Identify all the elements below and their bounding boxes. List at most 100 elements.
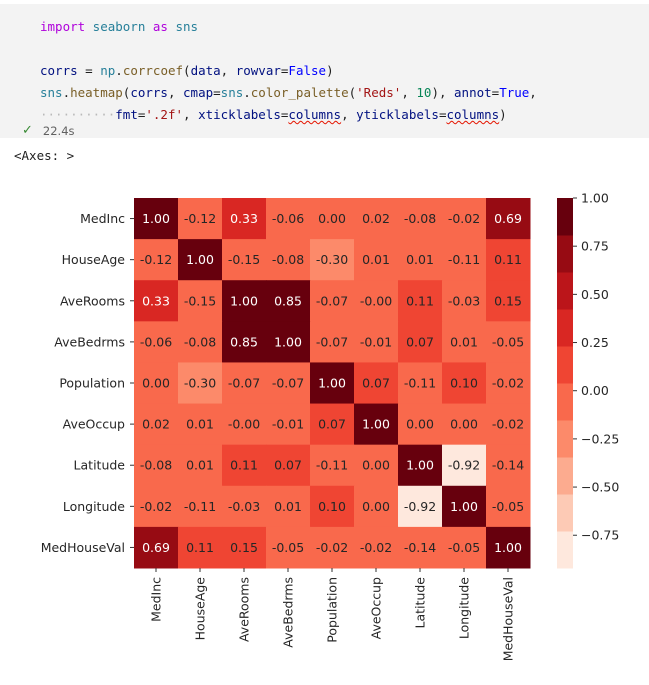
y-tick-label: MedInc (80, 211, 125, 226)
cell-annotation: 0.00 (450, 417, 478, 432)
cell-annotation: -0.15 (228, 252, 260, 267)
cell-annotation: 0.11 (230, 458, 258, 473)
y-tick-label: AveRooms (60, 293, 125, 308)
heatmap-cell (222, 198, 267, 240)
cell-annotation: -0.12 (184, 211, 216, 226)
heatmap-cell (134, 321, 179, 363)
cell-annotation: -0.06 (272, 211, 304, 226)
cell-annotation: -0.02 (492, 417, 524, 432)
cell-annotation: 0.00 (142, 376, 170, 391)
heatmap-cell (134, 362, 179, 405)
cell-annotation: 0.69 (142, 540, 170, 555)
heatmap-cell (442, 485, 487, 528)
x-tick-label: MedHouseVal (501, 577, 516, 661)
heatmap-cell (266, 362, 311, 405)
heatmap-cell (178, 280, 223, 322)
y-tick-label: HouseAge (62, 252, 126, 267)
cell-annotation: 0.07 (274, 458, 302, 473)
heatmap-cell (310, 526, 355, 569)
colorbar-segment (557, 235, 573, 273)
code-editor[interactable]: import seaborn as sns corrs = np.corrcoef… (40, 16, 537, 126)
cell-annotation: 0.15 (230, 540, 258, 555)
cell-annotation: 0.01 (274, 499, 302, 514)
heatmap-cell (486, 403, 531, 446)
colorbar-tick-label: −0.25 (581, 431, 619, 446)
heatmap-cell (178, 198, 223, 240)
colorbar-segment (557, 494, 573, 532)
cell-annotation: -0.05 (448, 540, 480, 555)
cell-annotation: 0.07 (406, 334, 434, 349)
cell-annotation: 1.00 (450, 499, 478, 514)
cell-annotation: -0.05 (492, 499, 524, 514)
colorbar-segment (557, 531, 573, 569)
heatmap-cell (310, 362, 355, 405)
colorbar-tick-label: −0.50 (581, 480, 619, 495)
cell-annotation: 0.01 (450, 334, 478, 349)
cell-annotation: -0.08 (404, 211, 436, 226)
cell-annotation: -0.07 (272, 376, 304, 391)
heatmap-cell (354, 198, 399, 240)
heatmap-cell (222, 485, 267, 528)
heatmap-cell (310, 198, 355, 240)
heatmap-cell (398, 362, 443, 405)
heatmap-cell (486, 526, 531, 569)
x-tick-label: AveBedrms (281, 577, 296, 648)
heatmap-cell (222, 526, 267, 569)
colorbar-segment (557, 272, 573, 310)
code-line: corrs = np.corrcoef(data, rowvar=False) (40, 63, 334, 78)
heatmap-cell (442, 239, 487, 281)
heatmap-cell (222, 444, 267, 487)
heatmap-cell (398, 321, 443, 363)
heatmap-cell (266, 321, 311, 363)
cell-annotation: 0.69 (494, 211, 522, 226)
code-cell[interactable]: import seaborn as sns corrs = np.corrcoef… (0, 4, 649, 138)
cell-annotation: -0.30 (184, 376, 216, 391)
heatmap-cell (134, 444, 179, 487)
heatmap-cell (178, 403, 223, 446)
heatmap-cell (310, 485, 355, 528)
cell-annotation: -0.05 (272, 540, 304, 555)
heatmap-cell (178, 444, 223, 487)
cell-annotation: 0.33 (230, 211, 258, 226)
y-tick-label: AveOccup (63, 417, 125, 432)
heatmap-cell (398, 526, 443, 569)
success-check-icon: ✓ (22, 123, 33, 138)
cell-annotation: -0.11 (448, 252, 480, 267)
cell-annotation: 1.00 (406, 458, 434, 473)
y-tick-label: Longitude (63, 499, 125, 514)
heatmap-cell (398, 444, 443, 487)
heatmap-cell (266, 198, 311, 240)
colorbar-tick-label: 1.00 (581, 191, 609, 206)
cell-annotation: 0.00 (362, 458, 390, 473)
heatmap-cell (398, 403, 443, 446)
cell-annotation: 0.00 (318, 211, 346, 226)
heatmap-cell (442, 198, 487, 240)
cell-annotation: 0.02 (142, 417, 170, 432)
heatmap-cell (486, 362, 531, 405)
cell-annotation: 0.10 (318, 499, 346, 514)
cell-annotation: -0.02 (448, 211, 480, 226)
cell-annotation: 0.33 (142, 293, 170, 308)
x-tick-label: AveOccup (369, 577, 384, 639)
cell-annotation: -0.15 (184, 293, 216, 308)
heatmap-cell (486, 485, 531, 528)
colorbar-segment (557, 420, 573, 458)
heatmap-cell (266, 444, 311, 487)
x-tick-label: MedInc (149, 577, 164, 622)
heatmap-cell (222, 280, 267, 322)
heatmap-cell (398, 239, 443, 281)
colorbar-tick-label: 0.75 (581, 239, 609, 254)
heatmap-cell (442, 403, 487, 446)
cell-annotation: -0.08 (184, 334, 216, 349)
cell-annotation: 0.85 (274, 293, 302, 308)
cell-annotation: 0.10 (450, 376, 478, 391)
cell-annotation: -0.92 (448, 458, 480, 473)
cell-annotation: -0.08 (272, 252, 304, 267)
y-tick-label: Population (59, 376, 125, 391)
heatmap-cell (486, 280, 531, 322)
heatmap-cell (178, 321, 223, 363)
heatmap-cell (222, 403, 267, 446)
heatmap-cell (486, 321, 531, 363)
heatmap-cell (266, 239, 311, 281)
